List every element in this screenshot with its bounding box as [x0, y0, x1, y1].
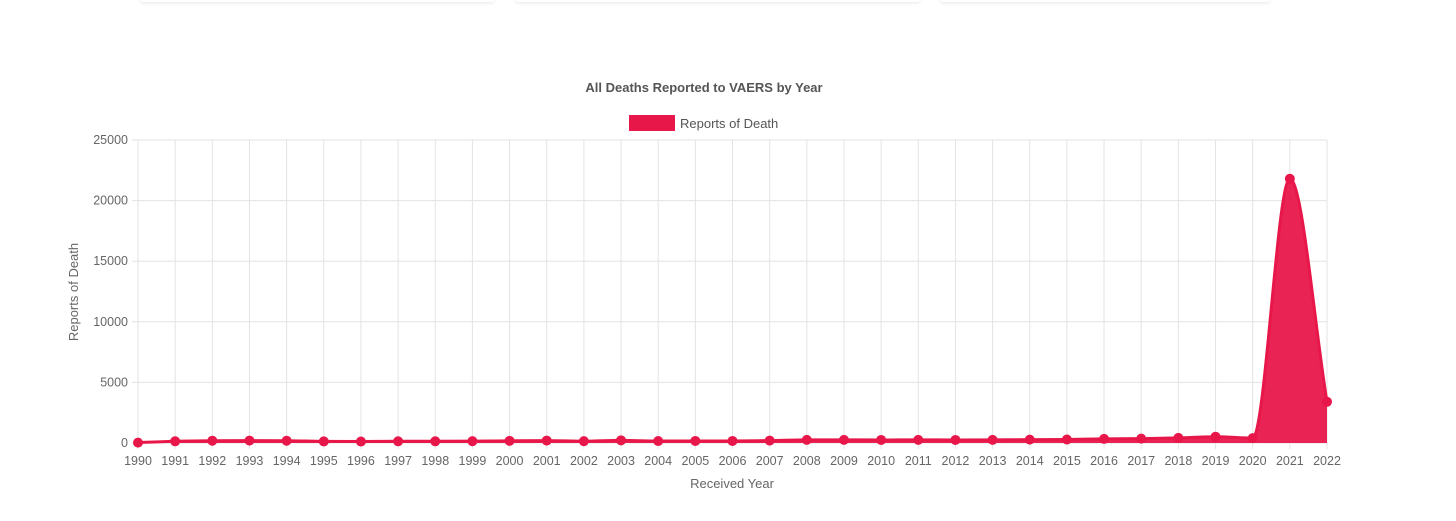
x-tick-label: 2015 [1053, 454, 1081, 468]
data-point-2015[interactable] [1061, 434, 1072, 445]
data-point-1995[interactable] [318, 436, 329, 447]
x-tick-label: 2001 [533, 454, 561, 468]
x-tick-label: 2021 [1276, 454, 1304, 468]
x-tick-label: 2007 [756, 454, 784, 468]
x-axis-ticks: 1990 1991 1992 1993 1994 1995 1996 1997 1998 1999… [124, 454, 1341, 468]
legend-label: Reports of Death [680, 116, 778, 131]
legend-swatch [629, 115, 675, 131]
y-tick-label: 10000 [93, 315, 128, 329]
y-tick-label: 0 [121, 436, 128, 450]
x-tick-label: 2012 [942, 454, 970, 468]
x-tick-label: 1994 [273, 454, 301, 468]
data-point-1998[interactable] [430, 436, 441, 447]
x-tick-label: 2019 [1202, 454, 1230, 468]
data-point-2013[interactable] [987, 434, 998, 445]
data-point-2019[interactable] [1210, 431, 1221, 442]
data-point-1993[interactable] [244, 435, 255, 446]
y-axis-ticks: 0 5000 10000 15000 20000 25000 [93, 133, 128, 450]
chart-title: All Deaths Reported to VAERS by Year [585, 80, 822, 95]
data-point-2014[interactable] [1024, 434, 1035, 445]
x-tick-label: 2013 [979, 454, 1007, 468]
x-tick-label: 1998 [421, 454, 449, 468]
x-tick-label: 1993 [236, 454, 264, 468]
data-point-2003[interactable] [616, 435, 627, 446]
top-card-3 [940, 0, 1270, 2]
x-tick-label: 2020 [1239, 454, 1267, 468]
x-tick-label: 2010 [867, 454, 895, 468]
x-tick-label: 1992 [198, 454, 226, 468]
data-point-2009[interactable] [838, 434, 849, 445]
top-card-2 [515, 0, 920, 2]
x-tick-label: 2002 [570, 454, 598, 468]
x-tick-label: 2022 [1313, 454, 1341, 468]
data-point-1994[interactable] [281, 435, 292, 446]
x-tick-label: 2017 [1127, 454, 1155, 468]
data-point-2008[interactable] [801, 434, 812, 445]
y-tick-label: 20000 [93, 194, 128, 208]
data-point-2020[interactable] [1247, 433, 1258, 444]
x-tick-label: 2003 [607, 454, 635, 468]
x-tick-label: 1999 [459, 454, 487, 468]
y-axis-title: Reports of Death [66, 243, 81, 341]
data-point-1991[interactable] [170, 436, 181, 447]
y-tick-label: 25000 [93, 133, 128, 147]
x-tick-label: 1990 [124, 454, 152, 468]
legend[interactable]: Reports of Death [629, 115, 778, 131]
x-tick-label: 2006 [719, 454, 747, 468]
x-tick-label: 2011 [905, 454, 932, 468]
top-card-1 [140, 0, 495, 2]
data-point-2017[interactable] [1136, 433, 1147, 444]
x-tick-label: 2004 [644, 454, 672, 468]
x-tick-label: 1997 [384, 454, 412, 468]
x-tick-label: 2000 [496, 454, 524, 468]
x-tick-label: 2014 [1016, 454, 1044, 468]
data-point-2000[interactable] [504, 435, 515, 446]
data-point-1997[interactable] [393, 436, 404, 447]
x-tick-label: 2008 [793, 454, 821, 468]
data-point-2006[interactable] [727, 435, 738, 446]
x-tick-label: 1991 [161, 454, 189, 468]
x-tick-label: 1996 [347, 454, 375, 468]
x-tick-label: 2016 [1090, 454, 1118, 468]
data-points [133, 173, 1332, 448]
data-point-1999[interactable] [467, 436, 478, 447]
data-point-1992[interactable] [207, 435, 218, 446]
data-point-2001[interactable] [541, 435, 552, 446]
data-point-2018[interactable] [1173, 432, 1184, 443]
data-point-1990[interactable] [133, 437, 143, 448]
data-point-1996[interactable] [355, 436, 366, 447]
data-point-2010[interactable] [876, 434, 887, 445]
data-point-2012[interactable] [950, 434, 961, 445]
top-card-strip [0, 0, 1456, 6]
data-point-2016[interactable] [1099, 433, 1110, 444]
y-tick-label: 5000 [100, 375, 128, 389]
data-point-2004[interactable] [653, 436, 664, 447]
x-tick-label: 2005 [681, 454, 709, 468]
y-tick-label: 15000 [93, 254, 128, 268]
x-tick-label: 1995 [310, 454, 338, 468]
grid-lines [132, 139, 1328, 449]
x-axis-title: Received Year [690, 476, 775, 491]
x-tick-label: 2009 [830, 454, 858, 468]
data-point-2005[interactable] [690, 435, 701, 446]
data-point-2011[interactable] [913, 434, 924, 445]
data-point-2022[interactable] [1322, 396, 1332, 407]
data-point-2007[interactable] [764, 435, 775, 446]
data-point-2002[interactable] [578, 436, 589, 447]
x-tick-label: 2018 [1164, 454, 1192, 468]
data-point-2021[interactable] [1284, 173, 1295, 184]
